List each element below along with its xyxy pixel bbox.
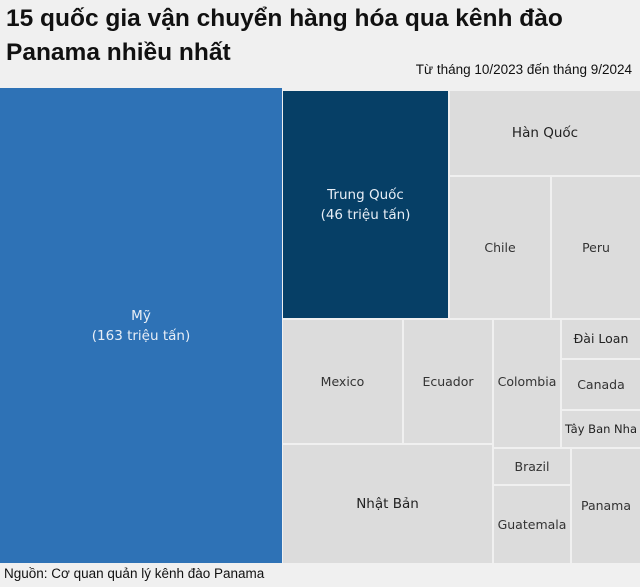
tile-label: Tây Ban Nha <box>564 422 637 436</box>
tile-peru: Peru <box>552 177 640 318</box>
tile-my: Mỹ (163 triệu tấn) <box>0 88 282 563</box>
tile-value: (163 triệu tấn) <box>91 327 191 344</box>
tile-label: Đài Loan <box>573 331 629 346</box>
tile-value: (46 triệu tấn) <box>320 206 411 223</box>
tile-label: Canada <box>577 376 625 392</box>
tile-label: Chile <box>484 239 516 255</box>
tile-mexico: Mexico <box>283 320 402 443</box>
tile-dai-loan: Đài Loan <box>562 320 640 358</box>
tile-label: Brazil <box>514 458 550 474</box>
chart-title: 15 quốc gia vận chuyển hàng hóa qua kênh… <box>6 5 563 66</box>
tile-trung-quoc: Trung Quốc (46 triệu tấn) <box>283 91 448 318</box>
tile-label: Ecuador <box>422 373 474 389</box>
tile-panama: Panama <box>572 449 640 563</box>
tile-label: Mexico <box>320 373 365 389</box>
tile-canada: Canada <box>562 360 640 409</box>
tile-han-quoc: Hàn Quốc <box>450 91 640 175</box>
tile-tay-ban-nha: Tây Ban Nha <box>562 411 640 447</box>
tile-label: Mỹ <box>131 307 151 324</box>
tile-guatemala: Guatemala <box>494 486 570 563</box>
tile-label: Nhật Bản <box>356 496 419 512</box>
tile-label: Peru <box>582 239 610 255</box>
tile-nhat-ban: Nhật Bản <box>283 445 492 563</box>
tile-label: Trung Quốc <box>327 186 404 203</box>
tile-label: Guatemala <box>497 516 567 532</box>
tile-chile: Chile <box>450 177 550 318</box>
source-note: Nguồn: Cơ quan quản lý kênh đào Panama <box>4 566 265 581</box>
tile-brazil: Brazil <box>494 449 570 484</box>
tile-colombia: Colombia <box>494 320 560 447</box>
tile-ecuador: Ecuador <box>404 320 492 443</box>
tile-label: Hàn Quốc <box>511 125 579 141</box>
tile-label: Panama <box>580 498 632 513</box>
tile-label: Colombia <box>497 374 557 389</box>
chart-subtitle: Từ tháng 10/2023 đến tháng 9/2024 <box>415 62 632 77</box>
